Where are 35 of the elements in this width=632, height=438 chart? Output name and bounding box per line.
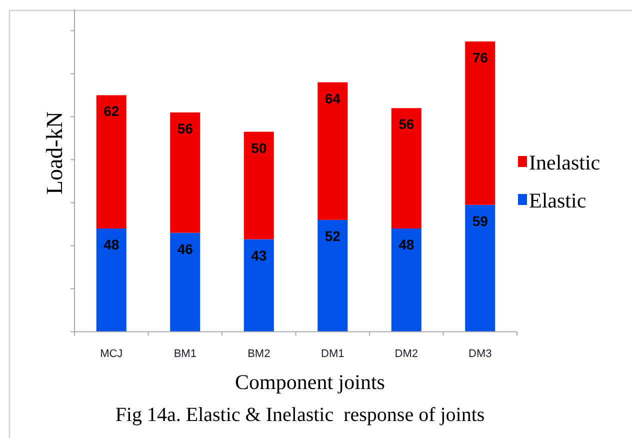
bar [318, 82, 348, 220]
data-label: 59 [472, 212, 488, 229]
x-tick-label: BM1 [174, 348, 196, 360]
bar [170, 112, 200, 233]
data-label: 48 [104, 236, 120, 252]
bar [318, 220, 348, 332]
bar [170, 232, 200, 332]
data-label: 46 [177, 240, 194, 257]
data-label: 52 [324, 228, 341, 244]
legend-label: Elastic [529, 188, 586, 212]
x-tick-label: MCJ [100, 348, 123, 360]
bar [96, 95, 126, 228]
y-axis-title: Load-kN [42, 111, 67, 195]
data-label: 43 [251, 247, 267, 264]
legend-label: Inelastic [529, 150, 600, 174]
bar [465, 204, 496, 332]
bar [391, 108, 422, 228]
x-tick-label: BM2 [248, 348, 270, 360]
data-label: 76 [472, 49, 488, 66]
x-tick-label: DM2 [394, 348, 418, 360]
caption: Fig 14a. Elastic & Inelastic response of joints [115, 404, 485, 426]
data-label: 56 [177, 120, 194, 136]
data-label: 64 [324, 90, 341, 106]
bar [244, 239, 274, 332]
bar [96, 228, 126, 332]
bar [465, 41, 496, 205]
x-tick-label: DM1 [321, 348, 344, 360]
data-label: 50 [251, 140, 267, 156]
data-label: 56 [398, 116, 414, 132]
data-label: 62 [104, 103, 120, 120]
data-label: 48 [398, 236, 414, 252]
bar [244, 132, 274, 240]
bar [391, 228, 422, 332]
x-tick-label: DM3 [468, 348, 492, 360]
x-axis-title: Component joints [235, 370, 385, 394]
